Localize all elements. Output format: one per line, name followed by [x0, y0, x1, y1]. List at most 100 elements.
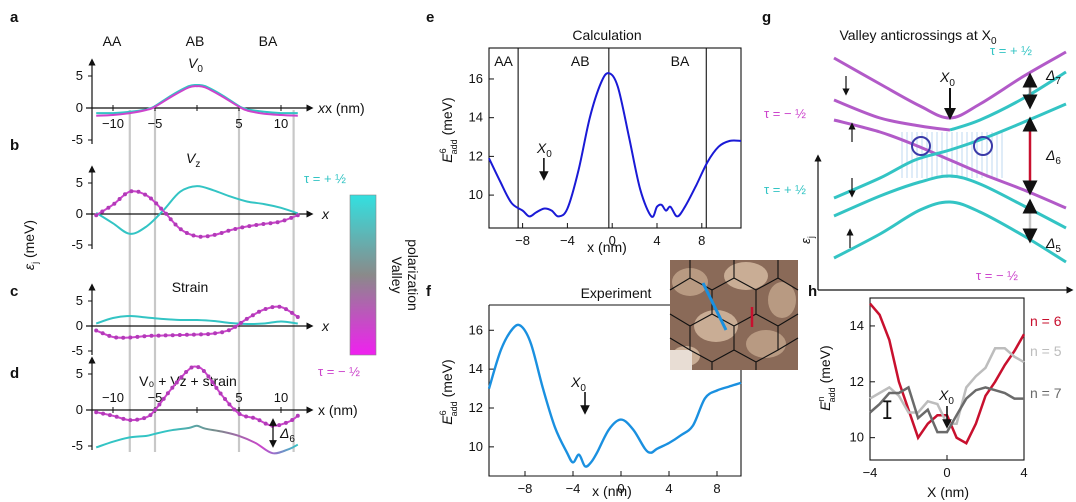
- panel-e-ytick-label: 10: [469, 187, 483, 202]
- panel-h-xtick-label: 0: [943, 465, 950, 480]
- panel-c-series-1-marker: [257, 309, 261, 314]
- panel-f-ytick-label: 10: [469, 439, 483, 454]
- panel-b-series-1-marker: [149, 196, 153, 201]
- panel-d-series-0-marker: [142, 416, 147, 421]
- panel-d-title: V₀ + Vz + strain: [139, 373, 237, 389]
- panel-d-series-0-marker: [161, 396, 166, 401]
- panel-d-xtick-label: 5: [235, 390, 242, 405]
- panel-e-region-aa: AA: [494, 53, 513, 69]
- region-label-ab: AB: [186, 33, 205, 49]
- panel-c-series-1-marker: [121, 335, 126, 340]
- panel-d-series-0-marker: [114, 414, 119, 419]
- panel-b-series-1-marker: [173, 222, 178, 227]
- panel-c-series-0: [95, 314, 298, 326]
- panel-d-xtick-label: −10: [102, 390, 124, 405]
- panel-e-ytick-label: 16: [469, 71, 483, 86]
- panel-g-band-top-lower-right: [949, 70, 1067, 132]
- panel-h-xtick-label: −4: [863, 465, 878, 480]
- panel-c-series-1-marker: [270, 305, 275, 310]
- panel-c-series-1-marker: [163, 333, 168, 338]
- panel-c-series-1-marker: [128, 335, 133, 340]
- panel-d-series-0-marker: [227, 402, 232, 407]
- panel-c-series-1-marker: [213, 331, 218, 336]
- panel-c-series-1-marker: [250, 313, 255, 318]
- panel-label-c: c: [10, 283, 18, 300]
- panel-c-plot: -5 0 5: [71, 283, 314, 358]
- panel-d-series-0-marker: [174, 380, 179, 385]
- panel-label-f: f: [426, 283, 432, 300]
- panel-a-xtick-label: −10: [102, 116, 124, 131]
- panel-h-xtick-label: 4: [1020, 465, 1027, 480]
- left-column: AA AB BA V0 Vz Strain V₀ + Vz + strain ε…: [21, 33, 365, 455]
- panel-a-xlabel: xx (nm): [317, 100, 365, 116]
- panel-d-series-0-marker: [184, 370, 189, 374]
- panel-f-ytick-label: 12: [469, 400, 483, 415]
- panel-f-title: Experiment: [581, 285, 652, 301]
- panel-d-series-0-marker: [232, 407, 237, 412]
- panel-h-plot: −4 0 4 10 12 14 X0 n = 6 n = 5 n = 7: [850, 297, 1062, 480]
- panel-e-xlabel: x (nm): [587, 239, 627, 255]
- panel-d-series-0-marker: [189, 365, 194, 370]
- panel-e-frame: [488, 47, 742, 229]
- panel-d-series-0-marker: [101, 411, 106, 416]
- panel-f-x0-label: X0: [570, 374, 586, 394]
- panel-c-ytick-label: 5: [76, 293, 83, 308]
- panel-d-series-0-marker: [223, 397, 227, 401]
- panel-c-series-1-marker: [114, 335, 119, 340]
- panel-e-ytick-label: 12: [469, 148, 483, 163]
- panel-g-crossing-circle-right: [973, 136, 993, 156]
- stm-linecut-blue: [701, 282, 728, 331]
- panel-c-series-1-marker: [156, 333, 161, 338]
- panel-d-series-0-marker: [290, 418, 295, 422]
- panel-g-delta7-label: Δ7: [1045, 67, 1061, 87]
- panel-b-series-0: [95, 185, 299, 235]
- panel-d-series-0-marker: [277, 423, 282, 428]
- panel-g-tau-minus-bottom: τ = − ½: [976, 268, 1018, 283]
- panel-b-series-1-marker: [129, 189, 134, 194]
- panel-c-series-1-marker: [239, 320, 243, 325]
- panel-h-series-2: [869, 385, 1024, 434]
- panel-d-series-0-marker: [135, 417, 140, 422]
- panel-a-series-0: [96, 83, 298, 115]
- panel-label-b: b: [10, 137, 19, 154]
- panel-b-series-1-marker: [154, 201, 159, 206]
- panel-d-ytick-label: 0: [76, 402, 83, 417]
- panel-d-series-0-marker: [283, 420, 288, 425]
- panel-c-xlabel: x: [321, 318, 330, 334]
- panel-d-series-0-marker: [128, 418, 133, 423]
- colorbar-bottom-label: τ = − ½: [318, 364, 360, 379]
- panel-e-xtick-label: 0: [609, 233, 616, 248]
- panel-b-series-1-marker: [184, 231, 189, 235]
- panel-label-h: h: [808, 283, 817, 300]
- panel-b-series-1-marker: [143, 192, 148, 197]
- panel-g-delta6-label: Δ6: [1045, 147, 1061, 167]
- panel-f-xtick-label: 8: [713, 481, 720, 496]
- panel-a-ytick-label: 5: [76, 68, 83, 83]
- stm-inset-image: [669, 260, 799, 370]
- panel-b-ytick-label: -5: [71, 237, 83, 252]
- panel-b-series-1-marker: [219, 231, 224, 235]
- panel-h-ytick-label: 10: [850, 430, 864, 445]
- panel-g-tau-plus-top: τ = + ½: [990, 43, 1032, 58]
- panel-a-title: V0: [188, 55, 203, 75]
- panel-c-series-1-marker: [220, 330, 225, 335]
- panel-d-series-0-marker: [196, 365, 201, 370]
- colorbar-title-2: polarization: [405, 239, 421, 311]
- panel-c-series-1-marker: [263, 307, 268, 311]
- panel-b-series-1-marker: [205, 234, 210, 239]
- panel-label-d: d: [10, 365, 19, 382]
- panel-c-ytick-label: -5: [71, 343, 83, 358]
- panel-e-title: Calculation: [572, 27, 641, 43]
- panel-d-series-0-marker: [148, 413, 153, 418]
- panel-d-series-0-marker: [170, 385, 175, 390]
- panel-c-series-1-marker: [206, 332, 211, 337]
- panel-f-ytick-label: 16: [469, 322, 483, 337]
- delta6-arrow: Δ6: [269, 418, 295, 448]
- panel-d-series-0-marker: [157, 402, 162, 407]
- panel-b-series-1-marker: [233, 227, 238, 231]
- panel-e-region-ab: AB: [571, 53, 590, 69]
- panel-b-series-1-marker: [275, 220, 280, 225]
- panel-d-xtick-label: −5: [148, 390, 163, 405]
- panel-c-series-1-marker: [149, 333, 154, 338]
- panel-b-series-1-marker: [212, 232, 217, 237]
